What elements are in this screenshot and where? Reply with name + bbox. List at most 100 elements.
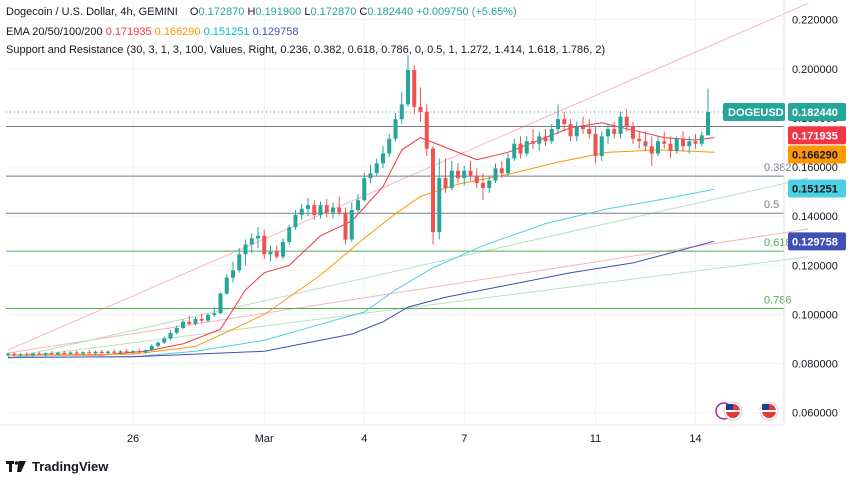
x-tick-label: 4 <box>361 433 367 445</box>
candle-body <box>424 111 429 149</box>
us-flag-icon-2-canton <box>762 404 769 410</box>
candle-body <box>306 205 310 209</box>
axes: 0.2200000.2000000.1800000.1600000.140000… <box>0 0 838 445</box>
candle-body <box>387 138 392 154</box>
ema-line-ema20 <box>8 122 715 356</box>
candle-body <box>618 116 623 134</box>
x-tick-label: 11 <box>590 433 601 445</box>
candle-body <box>324 205 329 213</box>
candle-body <box>362 178 367 201</box>
candle-body <box>668 143 673 152</box>
candle-body <box>406 70 410 105</box>
ema-legend-label[interactable]: EMA 20/50/100/200 <box>6 26 103 38</box>
price-tag-last-value: 0.182440 <box>792 107 838 119</box>
candle-body <box>212 313 217 315</box>
candle-body <box>687 141 692 147</box>
price-tag-last-name: DOGEUSD <box>728 107 784 119</box>
candle-body <box>156 342 160 346</box>
price-tag-ema100: 0.151251 <box>788 179 846 198</box>
price-tags: DOGEUSD 0.182440 0.171935 0.166290 0.151251 0… <box>723 103 846 251</box>
candle-body <box>337 207 342 213</box>
candle-body <box>231 270 235 278</box>
y-tick-label: 0.100000 <box>792 309 838 321</box>
fib-level-label: 0.786 <box>764 295 792 307</box>
us-flag-icon-2 <box>759 401 779 421</box>
candle-body <box>443 178 448 188</box>
candle-body <box>224 277 229 294</box>
candle-body <box>693 141 698 144</box>
tradingview-wordmark: TradingView <box>32 459 109 474</box>
price-tag-ema50: 0.166290 <box>788 145 846 164</box>
symbol-title[interactable]: Dogecoin / U.S. Dollar, 4h, GEMINI <box>6 6 178 18</box>
candle-body <box>37 353 42 355</box>
price-tag-last-name-bg <box>723 103 785 122</box>
candle-body <box>168 332 173 339</box>
candle-body <box>112 351 117 353</box>
candle-body <box>681 138 685 147</box>
candle-body <box>87 352 92 354</box>
candle-body <box>374 163 379 174</box>
price-tag-last: DOGEUSD 0.182440 <box>723 103 846 122</box>
candle-body <box>262 235 267 255</box>
price-tag-last-bg <box>788 103 846 122</box>
candle-body <box>624 116 629 127</box>
trend-line <box>7 256 809 360</box>
candle-body <box>287 227 292 242</box>
x-tick-label: 26 <box>127 433 139 445</box>
trend-line <box>7 177 809 360</box>
y-tick-label: 0.200000 <box>792 64 838 76</box>
candle-body <box>499 168 504 174</box>
candle-body <box>556 119 560 129</box>
candle-body <box>137 351 142 353</box>
candle-body <box>543 136 548 142</box>
candle-body <box>199 318 204 321</box>
candle-body <box>331 207 335 213</box>
price-tag-ema50-bg <box>788 145 846 164</box>
candle-body <box>281 241 285 257</box>
y-tick-label: 0.060000 <box>792 408 838 420</box>
price-tag-ema20-value: 0.171935 <box>792 130 838 142</box>
y-tick-label: 0.120000 <box>792 260 838 272</box>
us-flag-icon-2-stripe <box>762 410 776 412</box>
fib-level-label: 0.5 <box>764 199 779 211</box>
fib-levels: 0.382 0.5 0.618 0.786 <box>6 111 792 310</box>
candle-body <box>62 352 67 355</box>
us-flag-icon-1-canton <box>726 404 733 410</box>
candle-body <box>699 135 704 144</box>
candle-body <box>481 183 485 188</box>
candle-body <box>631 126 635 139</box>
us-flag-icon-1-stripe <box>726 410 740 412</box>
candle-body <box>318 205 323 215</box>
candle-body <box>462 170 467 179</box>
sr-legend-text[interactable]: Support and Resistance (30, 3, 1, 3, 100… <box>6 44 606 56</box>
candle-body <box>43 353 48 355</box>
high-value: 0.191900 <box>255 6 302 18</box>
candle-body <box>106 351 110 354</box>
tradingview-brand[interactable]: TradingView <box>6 459 108 474</box>
candle-body <box>474 175 479 184</box>
candle-body <box>574 126 579 137</box>
sr-legend: Support and Resistance (30, 3, 1, 3, 100… <box>6 44 605 56</box>
ema20-value: 0.171935 <box>105 26 152 38</box>
candle-body <box>356 200 360 211</box>
candle-body <box>431 148 435 233</box>
open-value: 0.172870 <box>198 6 245 18</box>
fib-level-label: 0.618 <box>764 237 792 249</box>
candle-body <box>662 141 667 144</box>
candle-body <box>187 321 192 324</box>
x-tick-label: 7 <box>461 433 467 445</box>
ema-line-ema200 <box>7 240 715 358</box>
candle-body <box>174 327 179 333</box>
candle-body <box>656 141 660 154</box>
candle-body <box>606 128 610 137</box>
ema-legend: EMA 20/50/100/200 0.171935 0.166290 0.15… <box>6 26 298 38</box>
tradingview-logo-icon <box>6 460 26 472</box>
candle-body <box>99 351 104 354</box>
candle-body <box>131 351 135 353</box>
ema-line-ema100 <box>7 188 715 358</box>
candle-body <box>143 350 148 353</box>
x-tick-label: 14 <box>689 433 701 445</box>
candle-body <box>418 106 423 112</box>
candle-body <box>706 112 710 136</box>
candle-body <box>674 138 679 152</box>
